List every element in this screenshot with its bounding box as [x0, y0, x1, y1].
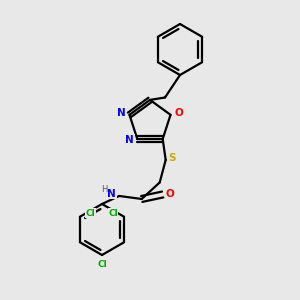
Text: Cl: Cl: [97, 260, 107, 269]
Text: O: O: [166, 190, 175, 200]
Text: H: H: [102, 185, 108, 194]
Text: N: N: [125, 135, 134, 145]
Text: S: S: [169, 154, 176, 164]
Text: Cl: Cl: [85, 209, 95, 218]
Text: Cl: Cl: [108, 209, 118, 218]
Text: N: N: [107, 189, 116, 199]
Text: O: O: [175, 108, 183, 118]
Text: N: N: [117, 108, 125, 118]
